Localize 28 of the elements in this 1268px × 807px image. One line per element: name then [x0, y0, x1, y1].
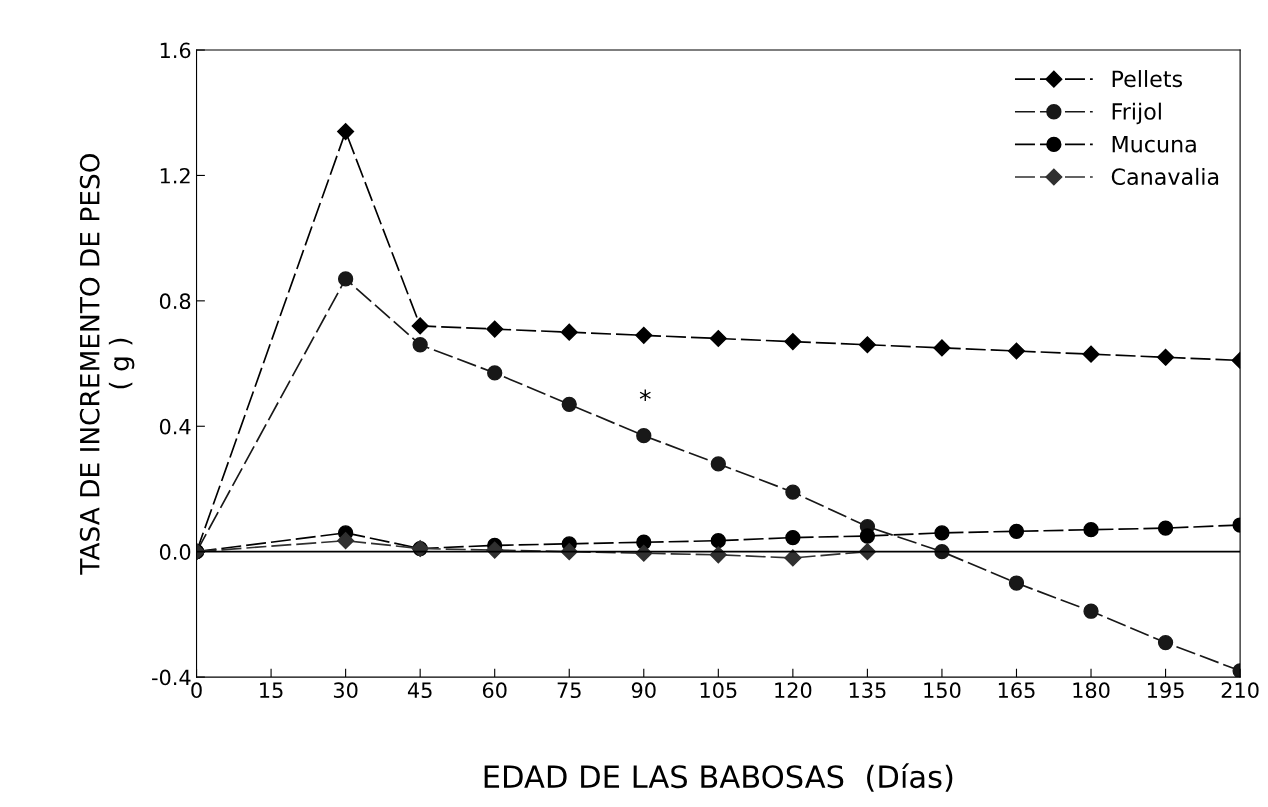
y-tick-label: 0.0 — [159, 544, 191, 560]
legend-label: Frijol — [1112, 102, 1161, 125]
y-axis-title: TASA DE INCREMENTO DE PESO ( g ) — [79, 153, 135, 575]
x-tick-label: 75 — [557, 682, 581, 699]
y-tick-label: -0.4 — [152, 669, 191, 686]
y-tick-label: 1.6 — [160, 42, 191, 59]
x-tick-label: 0 — [191, 682, 202, 699]
x-tick-label: 45 — [407, 682, 432, 699]
x-tick-label: 105 — [700, 682, 737, 699]
legend-label: Canavalia — [1111, 167, 1219, 186]
y-tick-label: 0.8 — [159, 293, 191, 310]
x-axis-title: EDAD DE LAS BABOSAS (Días) — [484, 763, 953, 792]
legend-label: Mucuna — [1112, 135, 1196, 153]
x-tick-label: 60 — [482, 682, 507, 699]
x-tick-label: 30 — [333, 682, 358, 699]
x-tick-label: 150 — [924, 682, 961, 699]
x-tick-label: 180 — [1073, 682, 1110, 699]
legend-label: Pellets — [1112, 70, 1183, 88]
x-tick-label: 135 — [849, 682, 886, 699]
x-tick-label: 90 — [631, 682, 656, 699]
x-tick-label: 195 — [1147, 682, 1184, 699]
annotation: * — [639, 389, 651, 401]
x-tick-label: 165 — [998, 682, 1035, 699]
x-tick-label: 120 — [775, 682, 812, 699]
x-tick-label: 15 — [260, 682, 283, 699]
y-tick-label: 1.2 — [160, 167, 190, 184]
y-tick-label: 0.4 — [159, 418, 191, 435]
x-tick-label: 210 — [1221, 682, 1259, 699]
